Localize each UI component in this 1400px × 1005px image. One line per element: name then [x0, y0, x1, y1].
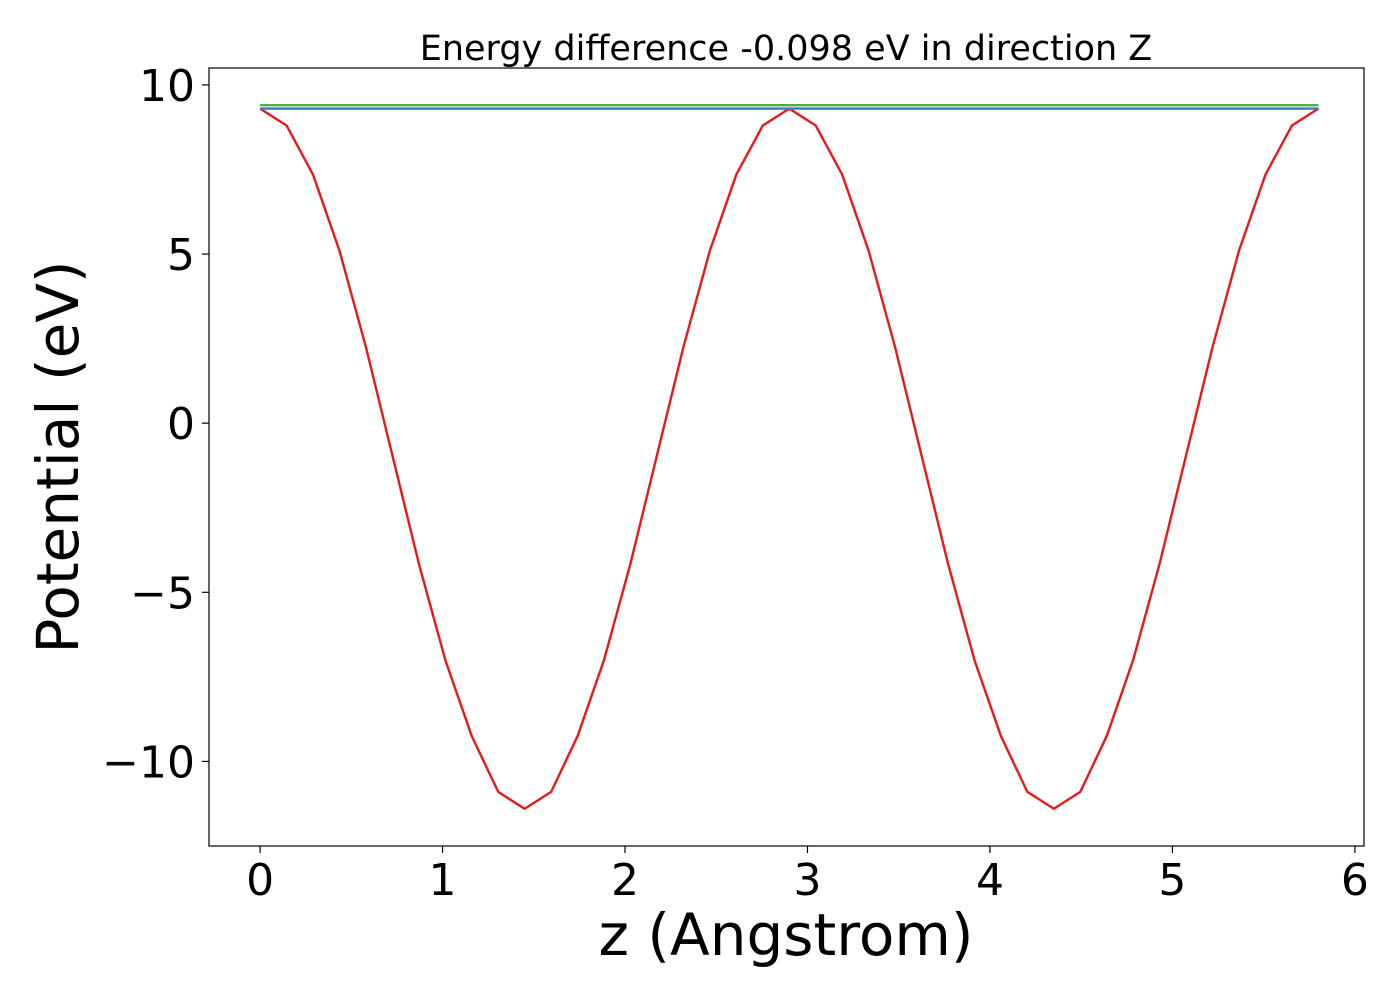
y-tick-label: −10 [102, 737, 195, 788]
y-axis-label: Potential (eV) [24, 260, 92, 653]
x-tick-label: 6 [1341, 855, 1369, 906]
y-axis-ticks: −10 −5 0 5 10 [102, 61, 209, 788]
y-tick-label: −5 [130, 568, 195, 619]
y-tick-label: 10 [139, 61, 195, 112]
x-axis-ticks: 0 1 2 3 4 5 6 [246, 846, 1369, 906]
x-tick-label: 4 [976, 855, 1004, 906]
x-tick-label: 5 [1158, 855, 1186, 906]
chart-title: Energy difference -0.098 eV in direction… [420, 29, 1153, 69]
plot-area [259, 104, 1320, 810]
series-line-1 [259, 107, 1320, 810]
x-axis-label: z (Angstrom) [599, 901, 974, 969]
x-tick-label: 3 [793, 855, 821, 906]
axes [208, 67, 1365, 847]
y-tick-label: 0 [167, 399, 195, 450]
plot-frame [208, 67, 1365, 847]
x-tick-label: 2 [611, 855, 639, 906]
x-tick-label: 0 [246, 855, 274, 906]
y-tick-label: 5 [167, 230, 195, 281]
x-tick-label: 1 [429, 855, 457, 906]
